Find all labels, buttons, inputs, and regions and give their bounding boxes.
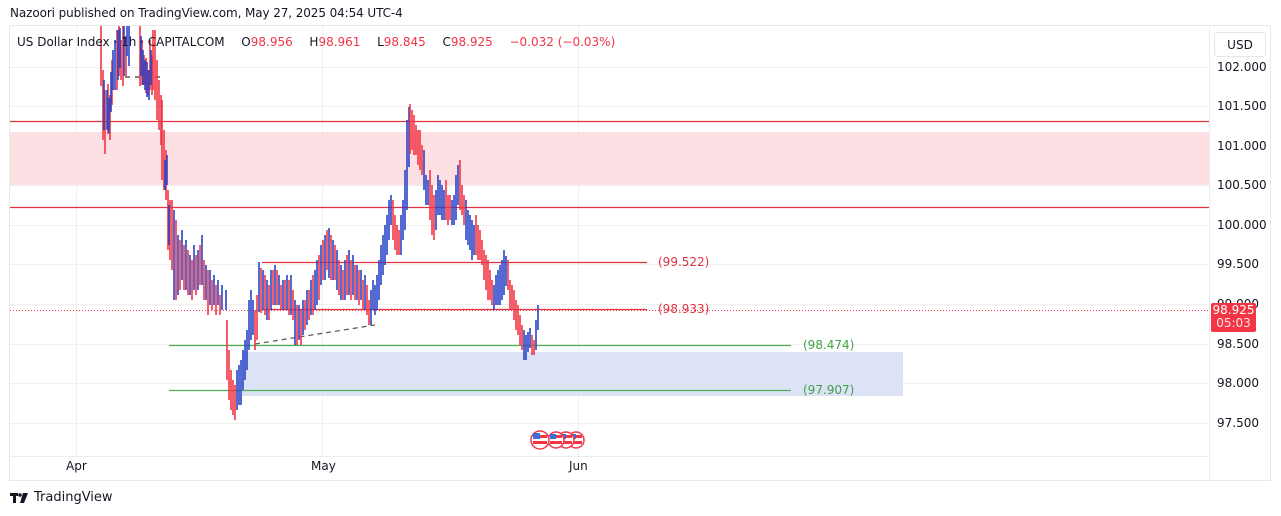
- tradingview-brand[interactable]: TradingView: [10, 490, 113, 505]
- last-price: 98.925: [1212, 303, 1255, 317]
- open-value: 98.956: [250, 35, 293, 49]
- publish-info: Nazoori published on TradingView.com, Ma…: [10, 6, 403, 20]
- symbol-legend[interactable]: US Dollar Index · 1h · CAPITALCOM O98.95…: [17, 35, 616, 49]
- brand-name: TradingView: [34, 490, 113, 505]
- label-98474: (98.474): [803, 338, 854, 352]
- high-value: 98.961: [318, 35, 361, 49]
- time-axis[interactable]: [10, 456, 1209, 481]
- candles: [100, 26, 539, 420]
- price-tick: 98.500: [1217, 337, 1259, 351]
- price-tick: 100.500: [1217, 178, 1267, 192]
- currency-button[interactable]: USD: [1214, 32, 1266, 57]
- supply-zone: [10, 132, 1209, 185]
- last-price-badge: 98.925 05:03: [1211, 303, 1256, 332]
- chart-frame: [9, 25, 1271, 481]
- exchange: CAPITALCOM: [147, 35, 225, 49]
- label-99522: (99.522): [658, 255, 709, 269]
- bar-countdown: 05:03: [1216, 316, 1251, 330]
- time-tick-may: May: [311, 459, 336, 473]
- time-tick-apr: Apr: [66, 459, 87, 473]
- demand-zone: [242, 352, 903, 396]
- price-chart[interactable]: (99.522) (98.933) (98.474) (97.907): [10, 26, 1209, 456]
- label-98933: (98.933): [658, 302, 709, 316]
- change-value: −0.032 (−0.03%): [509, 35, 616, 49]
- grid: [10, 26, 1209, 456]
- price-tick: 99.500: [1217, 257, 1259, 271]
- price-tick: 98.000: [1217, 376, 1259, 390]
- time-tick-jun: Jun: [569, 459, 588, 473]
- price-tick: 102.000: [1217, 60, 1267, 74]
- price-tick: 101.500: [1217, 99, 1267, 113]
- price-tick: 97.500: [1217, 416, 1259, 430]
- interval: 1h: [121, 35, 137, 49]
- us-event-flags-icon: [530, 430, 585, 450]
- trendline-dashed: [254, 324, 376, 345]
- price-tick: 101.000: [1217, 139, 1267, 153]
- symbol-name: US Dollar Index: [17, 35, 110, 49]
- low-value: 98.845: [383, 35, 426, 49]
- label-97907: (97.907): [803, 383, 854, 397]
- tradingview-logo-icon: [10, 492, 28, 503]
- price-tick: 100.000: [1217, 218, 1267, 232]
- price-axis[interactable]: [1209, 26, 1271, 480]
- close-value: 98.925: [450, 35, 493, 49]
